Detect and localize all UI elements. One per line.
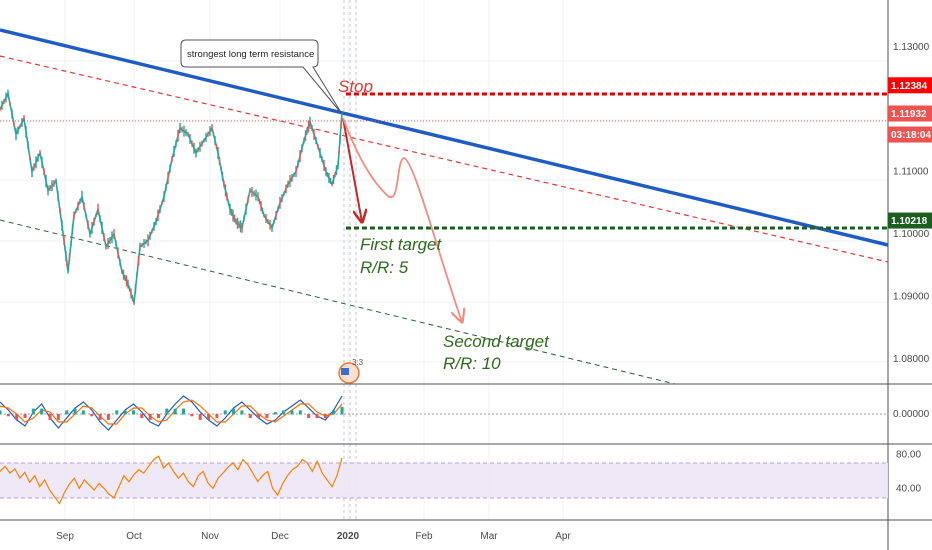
rsi-tick-label: 80.00 [896, 449, 921, 460]
y-tick-label: 1.08000 [893, 354, 930, 365]
stop-label: Stop [338, 77, 373, 96]
macd-histogram-bar [323, 414, 327, 419]
macd-histogram-bar [6, 414, 10, 417]
macd-histogram-bar [182, 408, 186, 415]
y-tick-label: 1.13000 [893, 42, 930, 53]
price-tag-label: 1.12384 [891, 81, 928, 92]
macd-histogram-bar [207, 414, 211, 420]
price-series [0, 89, 343, 305]
y-tick-label: 1.10000 [893, 229, 930, 240]
macd-histogram-bar [40, 408, 44, 415]
macd-histogram-bar [298, 410, 302, 415]
macd-histogram-bar [248, 414, 252, 419]
price-tag-label: 1.11932 [891, 109, 927, 120]
macd-histogram-bar [106, 414, 110, 420]
y-tick-label: 1.11000 [893, 167, 929, 178]
resistance-callout: strongest long term resistance [180, 39, 343, 115]
macd-histogram-bar [148, 414, 152, 420]
macd-histogram-bar [223, 410, 227, 415]
macd-histogram-bar [265, 414, 269, 419]
price-tag-box [888, 105, 932, 122]
macd-histogram-bar [81, 410, 85, 415]
x-tick-label: Apr [555, 531, 571, 542]
callout-text: strongest long term resistance [187, 49, 314, 60]
macd-histogram-bar [282, 410, 286, 415]
price-tag-label: 03:18:04 [891, 130, 931, 141]
price-tag-box [888, 212, 932, 229]
macd-series [0, 395, 344, 431]
price-tag-box [888, 77, 932, 94]
macd-histogram-bar [23, 414, 27, 419]
event-badge-text: 3:3 [352, 358, 364, 367]
first-target-arrow [342, 117, 362, 222]
macd-tick-label: 0.00000 [893, 409, 930, 420]
x-tick-label: Oct [126, 531, 142, 542]
macd-histogram-bar [65, 410, 69, 415]
macd-histogram-bar [140, 414, 144, 419]
macd-histogram-bar [215, 414, 219, 419]
x-tick-label: 2020 [337, 531, 360, 542]
rsi-tick-label: 40.00 [896, 483, 921, 494]
second-target-label: Second target [443, 332, 550, 351]
macd-histogram-bar [123, 410, 127, 415]
macd-histogram-bar [240, 410, 244, 415]
macd-histogram-bar [73, 408, 77, 415]
first-target-rr: R/R: 5 [360, 258, 409, 277]
macd-histogram-bar [156, 414, 160, 419]
resistance-trendline [0, 28, 889, 247]
macd-histogram-bar [273, 412, 277, 415]
channel-bottom-dashed-line [0, 219, 676, 385]
second-target-rr: R/R: 10 [443, 354, 501, 373]
today-marker [343, 0, 357, 520]
rsi-band [0, 463, 888, 498]
rsi-line [0, 455, 343, 505]
macd-histogram-bar [98, 414, 102, 420]
rsi-series [0, 455, 343, 505]
second-target-path-arrow [342, 117, 462, 322]
macd-histogram-bar [31, 408, 35, 415]
x-tick-label: Feb [415, 531, 433, 542]
x-tick-label: Sep [56, 531, 74, 542]
macd-histogram-bar [90, 414, 94, 417]
macd-histogram-bar [198, 414, 202, 420]
y-tick-label: 1.09000 [893, 292, 930, 303]
macd-histogram-bar [115, 410, 119, 415]
macd-histogram-bar [165, 408, 169, 415]
price-tag-label: 1.10218 [891, 216, 928, 227]
x-tick-label: Mar [480, 531, 498, 542]
macd-histogram-bar [56, 414, 60, 420]
macd-histogram-bar [0, 410, 2, 415]
macd-histogram-bar [48, 414, 52, 420]
macd-histogram-bar [131, 410, 135, 415]
x-tick-label: Dec [271, 531, 289, 542]
price-tags: 1.12384 1.11932 03:18:04 1.10218 [888, 77, 932, 229]
macd-histogram-bar [340, 406, 344, 415]
macd-histogram-bar [173, 408, 177, 415]
macd-histogram-bar [232, 408, 236, 415]
macd-histogram-bar [332, 410, 336, 415]
x-axis: Sep Oct Nov Dec 2020 Feb Mar Apr [56, 531, 571, 542]
macd-line [0, 399, 343, 425]
channel-top-dashed-line [0, 55, 889, 263]
macd-histogram-bar [190, 414, 194, 417]
first-target-label: First target [360, 235, 443, 254]
x-tick-label: Nov [201, 531, 219, 542]
price-tag-box [888, 126, 932, 143]
macd-histogram-bar [307, 414, 311, 419]
macd-histogram-bar [290, 410, 294, 415]
macd-histogram-bar [315, 414, 319, 419]
event-badge[interactable]: 3:3 [338, 358, 364, 384]
macd-histogram-bar [15, 414, 19, 420]
macd-histogram-bar [257, 414, 261, 419]
price-line [0, 91, 343, 304]
